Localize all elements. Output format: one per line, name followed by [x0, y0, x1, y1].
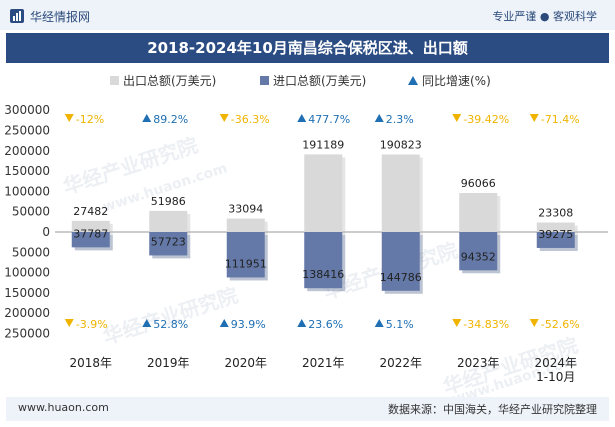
y-tick-label: 50000: [12, 245, 50, 259]
x-tick-label: 2022年: [379, 356, 422, 370]
import-growth-down-icon: [529, 319, 539, 327]
import-bar: [304, 232, 343, 289]
y-tick-label: 200000: [4, 144, 50, 158]
export-bar: [226, 218, 265, 232]
export-growth-down-icon: [452, 114, 462, 122]
export-growth-label: -39.42%: [463, 113, 509, 126]
import-bar: [459, 232, 498, 271]
export-bar: [459, 192, 498, 232]
import-bar: [536, 232, 575, 248]
legend: 出口总额(万美元) 进口总额(万美元) 同比增速(%): [0, 72, 615, 94]
brand-name: 华经情报网: [30, 10, 91, 24]
y-tick-label: 50000: [12, 205, 50, 219]
chart-area: 300000 250000 200000 150000 100000 50000 0 5000…: [4, 103, 608, 384]
tagline: 专业严谨 ● 客观科学: [492, 10, 597, 23]
import-growth-label: 5.1%: [386, 318, 414, 331]
chart-title: 2018-2024年10月南昌综合保税区进、出口额: [6, 33, 609, 63]
export-value-label: 191189: [302, 138, 344, 151]
import-growth-label: 93.9%: [231, 318, 266, 331]
export-growth-label: 89.2%: [153, 113, 188, 126]
x-tick-label: 2023年: [457, 356, 500, 370]
export-growth-label: -12%: [76, 113, 104, 126]
legend-export: 出口总额(万美元): [110, 72, 216, 89]
export-value-label: 190823: [380, 139, 422, 152]
export-bar: [536, 222, 575, 232]
export-growth-down-icon: [64, 114, 74, 122]
import-value-label: 144786: [380, 271, 422, 284]
export-growth-label: 2.3%: [386, 113, 414, 126]
import-growth-label: -3.9%: [76, 318, 108, 331]
export-bar: [149, 210, 188, 232]
import-growth-label: 23.6%: [308, 318, 343, 331]
x-tick-label: 2021年: [302, 356, 345, 370]
import-growth-up-icon: [297, 319, 307, 327]
footer-website: www.huaon.com: [18, 401, 109, 414]
import-growth-label: 52.8%: [153, 318, 188, 331]
export-value-label: 27482: [73, 205, 108, 218]
x-tick-label: 1-10月: [536, 370, 575, 384]
import-value-label: 57723: [151, 235, 186, 248]
import-value-label: 39275: [538, 228, 573, 241]
import-bar: [381, 232, 420, 291]
export-growth-up-icon: [374, 114, 384, 122]
export-value-label: 51986: [151, 195, 186, 208]
x-tick-label: 2024年: [534, 356, 577, 370]
logo-icon: [10, 9, 24, 23]
footer: www.huaon.com 数据来源：中国海关，华经产业研究院整理: [6, 397, 609, 421]
import-growth-label: -34.83%: [463, 318, 509, 331]
legend-import-swatch: [260, 76, 269, 85]
export-growth-up-icon: [297, 114, 307, 122]
import-value-label: 94352: [461, 250, 496, 263]
y-tick-label: 150000: [4, 286, 50, 300]
export-growth-label: 477.7%: [308, 113, 350, 126]
y-tick-label: 250000: [4, 327, 50, 341]
legend-import: 进口总额(万美元): [260, 72, 366, 89]
import-growth-up-icon: [219, 319, 229, 327]
import-value-label: 138416: [302, 268, 344, 281]
export-value-label: 33094: [228, 203, 263, 216]
legend-import-label: 进口总额(万美元): [273, 74, 367, 88]
y-tick-label: 100000: [4, 266, 50, 280]
import-bar: [71, 232, 110, 248]
y-tick-label: 150000: [4, 164, 50, 178]
legend-export-label: 出口总额(万美元): [123, 74, 217, 88]
y-tick-label: 300000: [4, 103, 50, 117]
legend-growth: 同比增速(%): [408, 72, 491, 89]
export-value-label: 23308: [538, 207, 573, 220]
import-growth-label: -52.6%: [541, 318, 580, 331]
export-growth-label: -36.3%: [231, 113, 270, 126]
export-growth-up-icon: [142, 114, 152, 122]
y-tick-label: 250000: [4, 124, 50, 138]
x-tick-label: 2019年: [147, 356, 190, 370]
import-value-label: 111951: [225, 257, 267, 270]
import-value-label: 37787: [73, 227, 108, 240]
export-bar: [381, 154, 420, 232]
y-tick-label: 200000: [4, 306, 50, 320]
legend-growth-triangle-icon: [408, 76, 418, 85]
x-tick-label: 2018年: [69, 356, 112, 370]
import-growth-up-icon: [142, 319, 152, 327]
import-bar: [149, 232, 188, 256]
import-bar: [226, 232, 265, 278]
import-growth-up-icon: [374, 319, 384, 327]
y-tick-label: 100000: [4, 184, 50, 198]
x-tick-label: 2020年: [224, 356, 267, 370]
top-bar: 华经情报网 专业严谨 ● 客观科学: [0, 0, 615, 30]
export-bar: [71, 220, 110, 232]
import-growth-down-icon: [452, 319, 462, 327]
export-growth-label: -71.4%: [541, 113, 580, 126]
export-value-label: 96066: [461, 177, 496, 190]
export-growth-down-icon: [219, 114, 229, 122]
footer-source: 数据来源：中国海关，华经产业研究院整理: [388, 403, 597, 416]
export-bar: [304, 154, 343, 232]
legend-growth-label: 同比增速(%): [422, 74, 491, 88]
y-tick-label: 0: [42, 225, 50, 239]
export-growth-down-icon: [529, 114, 539, 122]
legend-export-swatch: [110, 76, 119, 85]
import-growth-down-icon: [64, 319, 74, 327]
